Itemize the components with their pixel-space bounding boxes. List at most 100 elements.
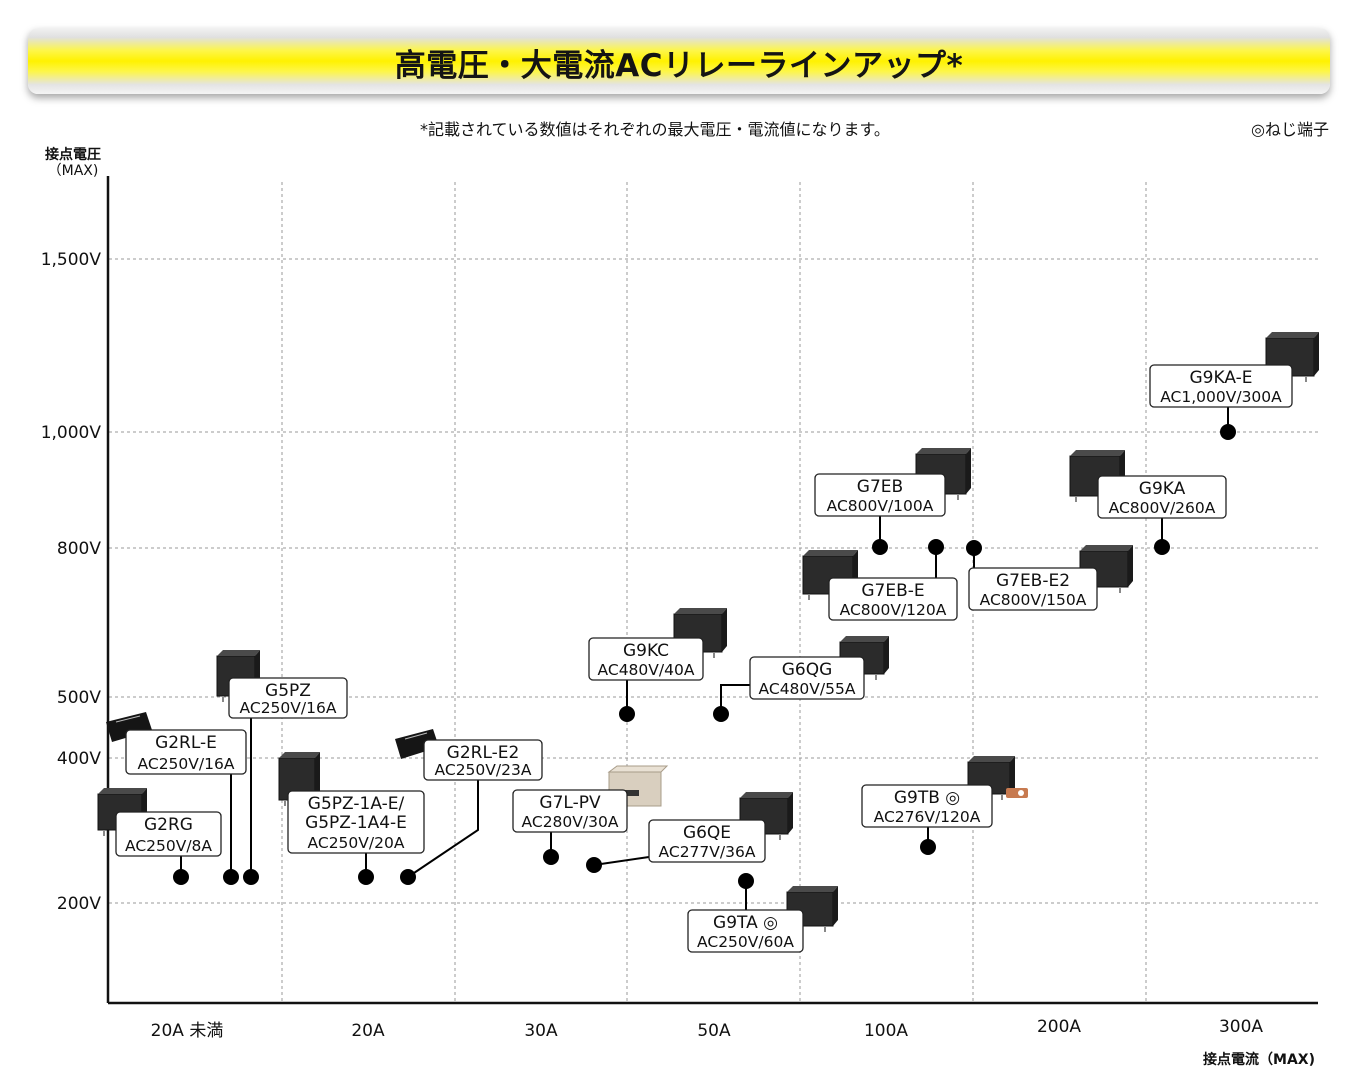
product-label-box: [287, 790, 425, 854]
product-spec: AC250V/16A: [138, 755, 235, 773]
product-label-box: [588, 637, 704, 681]
data-point: [173, 869, 189, 885]
product-spec: AC250V/8A: [125, 837, 212, 855]
relay-top: [98, 788, 147, 794]
relay-flat-icon: [395, 729, 439, 759]
product-label-box: [814, 473, 946, 517]
relay-side: [788, 792, 793, 834]
product-spec: AC800V/260A: [1109, 499, 1216, 517]
relay-flat-marking: [404, 732, 428, 740]
product-label-box: [828, 577, 958, 621]
data-point: [1220, 424, 1236, 440]
relay-flat-body: [395, 729, 439, 759]
title-banner: 高電圧・大電流ACリレーラインアップ*: [28, 28, 1330, 94]
product-spec: AC280V/30A: [522, 813, 619, 831]
product-name: G2RG: [144, 815, 193, 835]
product-spec: AC277V/36A: [659, 843, 756, 861]
relay-flat-marking: [115, 715, 141, 723]
product-marker: G2RL-E AC250V/16A: [106, 712, 247, 885]
y-tick-label: 400V: [57, 749, 101, 769]
relay-side: [1010, 756, 1015, 794]
product-name: G9TB ◎: [894, 788, 960, 808]
relay-top: [740, 792, 793, 798]
data-point: [738, 873, 754, 889]
product-label-box: [423, 739, 543, 781]
product-name: G7L-PV: [539, 793, 601, 813]
product-name: G9KA-E: [1190, 368, 1253, 388]
data-point: [928, 539, 944, 555]
y-tick-label: 1,000V: [41, 423, 102, 443]
leader-line: [407, 780, 479, 878]
relay-top: [1266, 332, 1319, 338]
page-title: 高電圧・大電流ACリレーラインアップ*: [394, 48, 964, 84]
x-tick-label: 300A: [1219, 1017, 1263, 1037]
x-tick-label: 50A: [697, 1021, 731, 1041]
data-point: [920, 839, 936, 855]
product-spec: AC800V/150A: [980, 591, 1087, 609]
product-name: G9KA: [1139, 479, 1186, 499]
relay-flat-icon: [106, 712, 152, 742]
relay-top: [674, 608, 727, 614]
product-name: G7EB-E2: [996, 571, 1070, 591]
product-name: G6QE: [683, 823, 731, 843]
data-point: [543, 849, 559, 865]
data-point: [713, 706, 729, 722]
product-spec: AC250V/16A: [240, 699, 337, 717]
data-point: [243, 869, 259, 885]
relay-top: [803, 550, 858, 556]
y-tick-label: 1,500V: [41, 250, 102, 270]
screw-terminal: [1006, 788, 1028, 798]
relay-side: [315, 752, 320, 800]
data-point: [358, 869, 374, 885]
x-tick-label: 100A: [864, 1021, 908, 1041]
y-tick-label: 800V: [57, 539, 101, 559]
data-point: [872, 539, 888, 555]
data-point: [586, 857, 602, 873]
relay-top: [916, 448, 971, 454]
product-name: G9KC: [623, 641, 669, 661]
leader-line: [720, 684, 750, 714]
x-tick-label: 20A 未満: [151, 1021, 224, 1041]
product-label-box: [1097, 475, 1227, 519]
relay-side: [722, 608, 727, 652]
relay-top: [1070, 450, 1125, 456]
relay-top: [217, 650, 260, 656]
product-label-box: [687, 909, 804, 953]
data-point: [1154, 539, 1170, 555]
product-label-box: [228, 677, 348, 719]
product-spec: AC1,000V/300A: [1160, 388, 1282, 406]
y-axis-title: 接点電圧: [45, 146, 101, 163]
product-name: G5PZ-1A4-E: [305, 813, 407, 833]
screw-terminal-legend: ◎ねじ端子: [1251, 120, 1329, 139]
product-marker: G9TB ◎AC276V/120A: [861, 756, 1028, 855]
x-axis-title: 接点電流（MAX): [1203, 1051, 1315, 1068]
product-spec: AC480V/40A: [598, 661, 695, 679]
product-spec: AC480V/55A: [759, 680, 856, 698]
relay-beige-top: [607, 765, 669, 773]
relay-top: [787, 886, 838, 892]
screw-hole: [1018, 790, 1024, 796]
product-name: G9TA ◎: [713, 913, 778, 933]
product-spec: AC250V/23A: [435, 761, 532, 779]
product-spec: AC276V/120A: [874, 808, 981, 826]
relay-top: [1080, 545, 1133, 551]
data-point: [619, 706, 635, 722]
x-tick-label: 20A: [351, 1021, 385, 1041]
product-marker: G2RG AC250V/8A: [97, 788, 222, 885]
relay-side: [833, 886, 838, 926]
product-label-box: [125, 729, 247, 775]
product-label-box: [648, 819, 766, 863]
x-tick-label: 30A: [524, 1021, 558, 1041]
product-name: G6QG: [782, 660, 833, 680]
product-spec: AC800V/120A: [840, 601, 947, 619]
product-label-box: [115, 811, 222, 857]
